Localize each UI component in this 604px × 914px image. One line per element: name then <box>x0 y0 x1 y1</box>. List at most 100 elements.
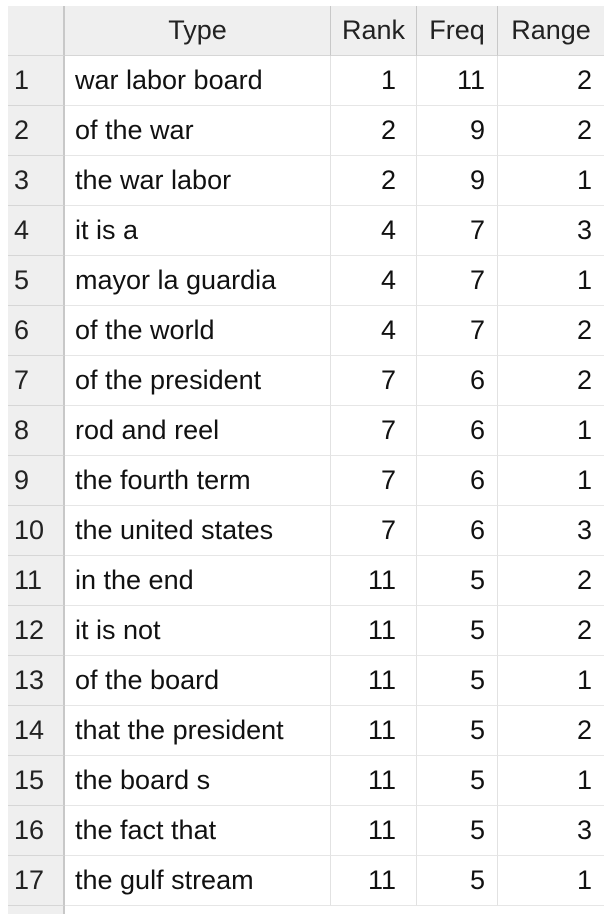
table-row[interactable]: 10 the united states 7 6 3 <box>8 506 604 556</box>
row-number[interactable]: 16 <box>8 806 65 856</box>
cell-type[interactable]: the war labor <box>65 156 331 206</box>
row-number[interactable]: 13 <box>8 656 65 706</box>
cell-type[interactable]: rod and reel <box>65 406 331 456</box>
cell-type[interactable]: the united states <box>65 506 331 556</box>
cell-rank[interactable]: 4 <box>331 256 417 306</box>
row-number[interactable]: 2 <box>8 106 65 156</box>
table-row[interactable]: 12 it is not 11 5 2 <box>8 606 604 656</box>
table-row[interactable]: 16 the fact that 11 5 3 <box>8 806 604 856</box>
cell-freq[interactable]: 11 <box>417 56 498 106</box>
cell-freq[interactable]: 5 <box>417 856 498 906</box>
cell-rank[interactable]: 2 <box>331 106 417 156</box>
cell-type[interactable]: in the end <box>65 556 331 606</box>
row-number[interactable]: 11 <box>8 556 65 606</box>
table-row[interactable]: 11 in the end 11 5 2 <box>8 556 604 606</box>
cell-range[interactable]: 2 <box>498 356 604 406</box>
cell-rank[interactable]: 1 <box>331 56 417 106</box>
cell-range[interactable]: 2 <box>498 606 604 656</box>
cell-rank[interactable]: 11 <box>331 656 417 706</box>
cell-type[interactable]: the fact that <box>65 806 331 856</box>
cell-freq[interactable]: 5 <box>417 656 498 706</box>
row-number[interactable]: 1 <box>8 56 65 106</box>
cell-freq[interactable]: 9 <box>417 106 498 156</box>
row-number[interactable]: 4 <box>8 206 65 256</box>
cell-type[interactable]: of the world <box>65 306 331 356</box>
cell-range[interactable]: 1 <box>498 856 604 906</box>
row-number[interactable]: 14 <box>8 706 65 756</box>
table-row[interactable]: 13 of the board 11 5 1 <box>8 656 604 706</box>
cell-rank[interactable]: 11 <box>331 706 417 756</box>
cell-range[interactable]: 1 <box>498 756 604 806</box>
cell-range[interactable]: 1 <box>498 456 604 506</box>
cell-range[interactable]: 3 <box>498 806 604 856</box>
cell-type[interactable]: the gulf stream <box>65 856 331 906</box>
cell-range[interactable]: 1 <box>498 656 604 706</box>
cell-rank[interactable]: 11 <box>331 856 417 906</box>
row-number[interactable]: 12 <box>8 606 65 656</box>
cell-type[interactable]: of the board <box>65 656 331 706</box>
row-number[interactable]: 5 <box>8 256 65 306</box>
cell-type[interactable]: it is a <box>65 206 331 256</box>
cell-freq[interactable]: 5 <box>417 606 498 656</box>
cell-freq[interactable]: 7 <box>417 256 498 306</box>
cell-freq[interactable]: 6 <box>417 506 498 556</box>
table-row[interactable]: 5 mayor la guardia 4 7 1 <box>8 256 604 306</box>
cell-type[interactable]: of the war <box>65 106 331 156</box>
cell-rank[interactable]: 11 <box>331 756 417 806</box>
cell-range[interactable]: 3 <box>498 506 604 556</box>
cell-freq[interactable]: 7 <box>417 206 498 256</box>
cell-range[interactable]: 2 <box>498 306 604 356</box>
row-number[interactable]: 17 <box>8 856 65 906</box>
cell-range[interactable]: 2 <box>498 56 604 106</box>
row-number[interactable]: 8 <box>8 406 65 456</box>
table-row[interactable]: 9 the fourth term 7 6 1 <box>8 456 604 506</box>
cell-range[interactable]: 1 <box>498 256 604 306</box>
column-header-rank[interactable]: Rank <box>331 6 417 56</box>
column-header-range[interactable]: Range <box>498 6 604 56</box>
cell-type[interactable]: mayor la guardia <box>65 256 331 306</box>
cell-type[interactable]: the board s <box>65 756 331 806</box>
cell-freq[interactable]: 6 <box>417 406 498 456</box>
cell-rank[interactable]: 4 <box>331 206 417 256</box>
cell-range[interactable]: 1 <box>498 406 604 456</box>
row-number[interactable]: 10 <box>8 506 65 556</box>
row-number[interactable]: 15 <box>8 756 65 806</box>
row-number[interactable]: 6 <box>8 306 65 356</box>
cell-rank[interactable]: 7 <box>331 356 417 406</box>
cell-rank[interactable]: 11 <box>331 606 417 656</box>
cell-rank[interactable]: 7 <box>331 406 417 456</box>
table-row[interactable]: 17 the gulf stream 11 5 1 <box>8 856 604 906</box>
cell-type[interactable]: of the president <box>65 356 331 406</box>
cell-type[interactable]: the fourth term <box>65 456 331 506</box>
row-number[interactable]: 3 <box>8 156 65 206</box>
cell-range[interactable]: 2 <box>498 106 604 156</box>
table-row[interactable]: 15 the board s 11 5 1 <box>8 756 604 806</box>
cell-type[interactable]: it is not <box>65 606 331 656</box>
cell-rank[interactable]: 11 <box>331 556 417 606</box>
cell-rank[interactable]: 2 <box>331 156 417 206</box>
cell-range[interactable]: 2 <box>498 706 604 756</box>
header-corner[interactable] <box>8 6 65 56</box>
cell-range[interactable]: 2 <box>498 556 604 606</box>
cell-range[interactable]: 3 <box>498 206 604 256</box>
cell-freq[interactable]: 6 <box>417 456 498 506</box>
cell-freq[interactable]: 7 <box>417 306 498 356</box>
cell-freq[interactable]: 5 <box>417 556 498 606</box>
table-row[interactable]: 14 that the president 11 5 2 <box>8 706 604 756</box>
column-header-freq[interactable]: Freq <box>417 6 498 56</box>
cell-freq[interactable]: 9 <box>417 156 498 206</box>
table-row[interactable]: 6 of the world 4 7 2 <box>8 306 604 356</box>
row-number[interactable]: 7 <box>8 356 65 406</box>
cell-type[interactable]: that the president <box>65 706 331 756</box>
cell-freq[interactable]: 5 <box>417 756 498 806</box>
column-header-type[interactable]: Type <box>65 6 331 56</box>
table-row[interactable]: 1 war labor board 1 11 2 <box>8 56 604 106</box>
cell-rank[interactable]: 4 <box>331 306 417 356</box>
cell-freq[interactable]: 5 <box>417 806 498 856</box>
row-number[interactable]: 9 <box>8 456 65 506</box>
table-row[interactable]: 8 rod and reel 7 6 1 <box>8 406 604 456</box>
cell-range[interactable]: 1 <box>498 156 604 206</box>
cell-rank[interactable]: 7 <box>331 506 417 556</box>
cell-freq[interactable]: 5 <box>417 706 498 756</box>
